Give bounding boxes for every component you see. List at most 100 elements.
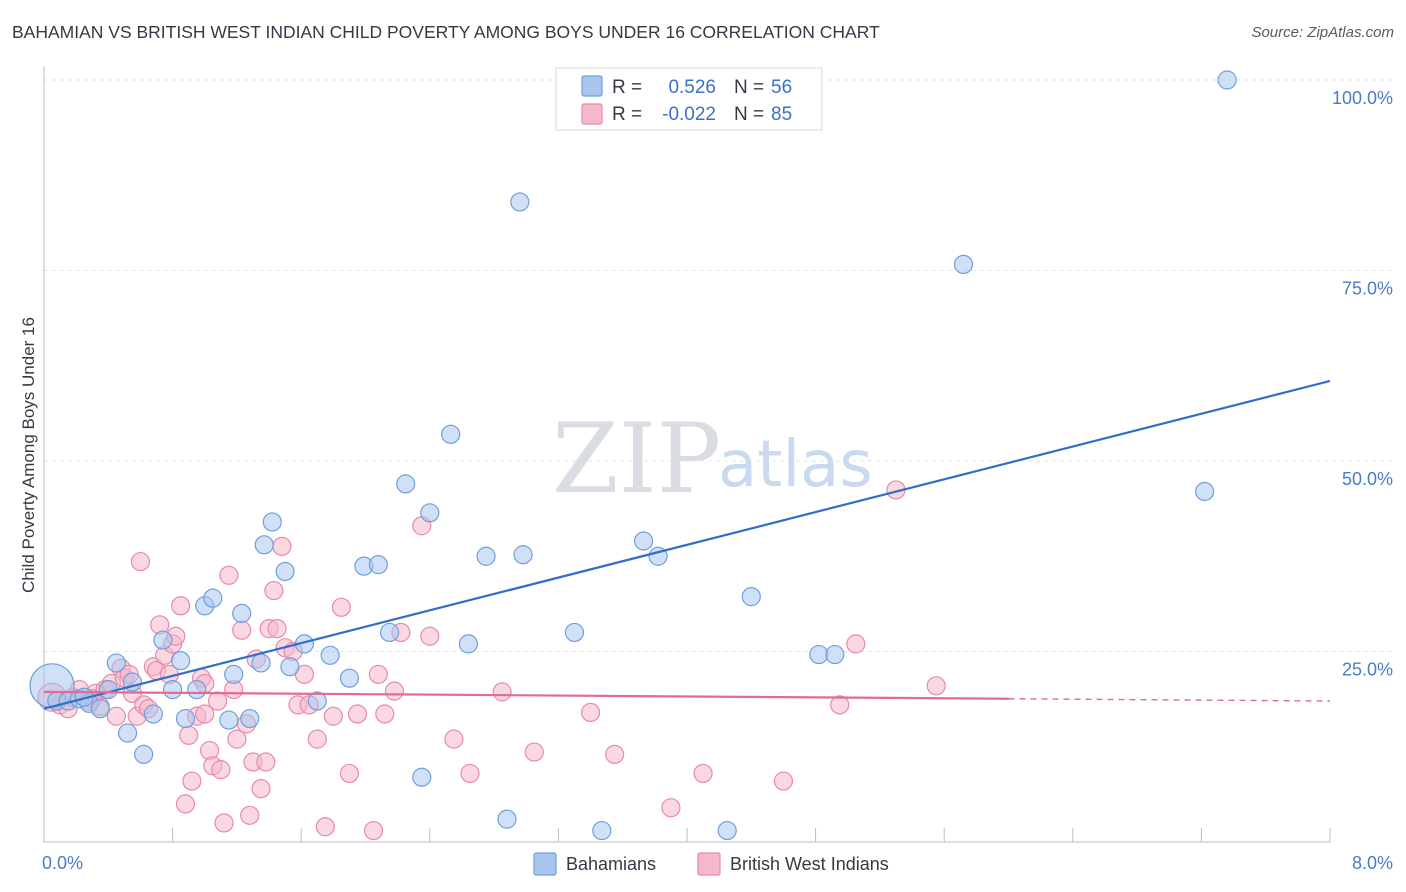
british-west-indians-point	[580, 702, 601, 723]
bahamians-point	[825, 644, 845, 665]
bahamians-points	[29, 70, 1237, 841]
british-west-indians-point	[605, 744, 625, 764]
legend-r-value: -0.022	[662, 104, 716, 125]
y-tick-label: 75.0%	[1342, 279, 1393, 299]
bahamians-point	[240, 708, 260, 729]
bahamians-point	[1217, 70, 1237, 90]
british-west-indians-point	[492, 682, 512, 702]
bahamians-point	[717, 820, 737, 841]
british-west-indians-point	[219, 565, 239, 585]
bahamians-point	[564, 622, 585, 643]
british-west-indians-point	[773, 771, 794, 791]
british-west-indians-point	[267, 619, 287, 639]
bahamians-point	[203, 588, 223, 608]
british-west-indians-point	[232, 620, 252, 640]
british-west-indians-point	[171, 596, 191, 616]
british-west-indians-point	[195, 704, 215, 724]
british-west-indians-point	[444, 729, 464, 749]
british-west-indians-point	[251, 779, 271, 799]
legend-n-label: N =	[734, 104, 764, 125]
bahamians-point	[741, 587, 761, 607]
bahamians-point	[134, 744, 154, 764]
bahamians-point	[153, 630, 173, 650]
bahamians-point	[476, 546, 496, 566]
bottom-legend-swatch-british-west-indians	[697, 852, 721, 876]
british-west-indians-point	[179, 725, 199, 745]
bahamians-point	[90, 699, 110, 719]
bahamians-point	[441, 424, 461, 444]
legend-r-value: 0.526	[668, 77, 716, 98]
axes	[43, 66, 1331, 843]
bahamians-point	[497, 809, 517, 829]
bahamians-point	[262, 512, 282, 532]
bahamians-point	[592, 820, 612, 841]
bahamians-point	[171, 651, 191, 671]
bottom-legend: Bahamians British West Indians	[533, 852, 889, 876]
bahamians-point	[513, 545, 533, 565]
legend-n-value: 56	[771, 77, 792, 98]
gridlines	[44, 79, 1392, 652]
british-west-indians-point	[524, 742, 544, 762]
british-west-indians-point	[460, 763, 480, 784]
watermark: ZIP atlas	[552, 403, 873, 515]
bahamians-point	[251, 653, 271, 673]
british-west-indians-trend-line	[43, 690, 1009, 700]
bahamians-point	[368, 555, 388, 575]
y-tick-labels: 25.0% 50.0% 75.0% 100.0%	[1332, 88, 1393, 680]
legend-swatch-bahamians	[581, 75, 603, 97]
british-west-indians-point	[256, 752, 276, 772]
bahamians-point	[280, 657, 300, 677]
british-west-indians-point	[830, 695, 850, 715]
bahamians-point	[175, 708, 196, 729]
bahamians-point	[380, 622, 400, 643]
bahamians-point	[339, 668, 360, 688]
bahamians-point	[458, 634, 478, 654]
bahamians-point	[254, 535, 274, 555]
bahamians-point	[106, 653, 126, 673]
x-tick-label: 0.0%	[42, 853, 83, 873]
trend-lines	[43, 379, 1331, 710]
y-tick-label: 100.0%	[1332, 88, 1393, 108]
bahamians-point	[412, 767, 432, 787]
watermark-zip: ZIP	[552, 403, 721, 515]
bahamians-point	[275, 561, 295, 582]
british-west-indians-point	[339, 763, 360, 784]
british-west-indians-point	[363, 820, 384, 841]
bahamians-point	[143, 704, 163, 724]
bahamians-point	[187, 679, 207, 700]
legend-swatch-british-west-indians	[581, 103, 603, 125]
legend-r-label: R =	[612, 77, 642, 98]
source-credit: Source: ZipAtlas.com	[1251, 24, 1394, 41]
bahamians-point	[633, 531, 654, 551]
y-axis-title: Child Poverty Among Boys Under 16	[19, 317, 38, 593]
bahamians-point	[163, 679, 183, 700]
legend: R = 0.526 N = 56 R = -0.022 N = 85	[555, 67, 823, 131]
british-west-indians-point	[926, 676, 946, 696]
british-west-indians-point	[384, 681, 405, 701]
bahamians-point	[953, 254, 974, 275]
bahamians-point	[224, 664, 244, 684]
british-west-indians-point	[264, 580, 284, 601]
british-west-indians-trend-extension	[1008, 698, 1331, 702]
british-west-indians-point	[347, 704, 368, 724]
british-west-indians-point	[214, 813, 234, 833]
british-west-indians-point	[182, 771, 202, 791]
british-west-indians-point	[211, 760, 231, 780]
british-west-indians-point	[323, 706, 343, 726]
bahamians-point	[232, 603, 252, 624]
bahamians-point	[219, 710, 239, 730]
bottom-legend-label-bahamians: Bahamians	[566, 854, 656, 874]
british-west-indians-point	[846, 634, 866, 654]
british-west-indians-point	[106, 706, 126, 726]
bottom-legend-label-british-west-indians: British West Indians	[730, 854, 889, 874]
british-west-indians-point	[661, 798, 681, 818]
y-tick-label: 50.0%	[1342, 469, 1393, 489]
british-west-indians-point	[130, 551, 151, 572]
british-west-indians-point	[240, 805, 260, 825]
british-west-indians-point	[227, 729, 247, 749]
british-west-indians-point	[375, 704, 395, 724]
watermark-atlas: atlas	[718, 428, 873, 502]
british-west-indians-point	[331, 597, 351, 617]
bahamians-point	[510, 192, 530, 212]
